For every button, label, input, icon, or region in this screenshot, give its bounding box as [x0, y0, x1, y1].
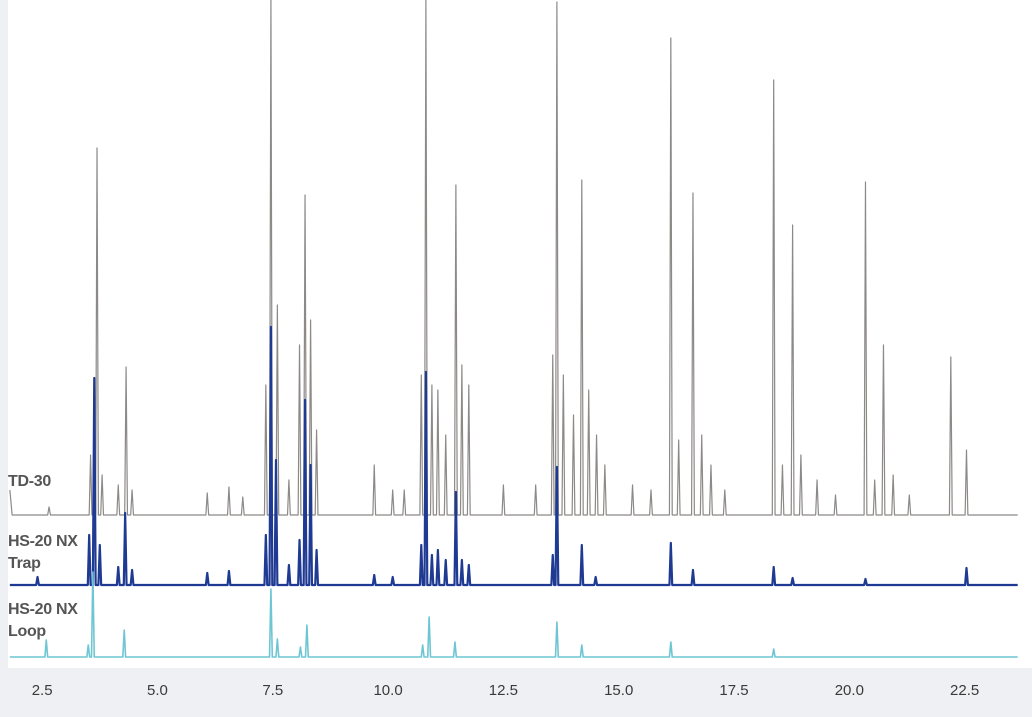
- x-tick-label: 5.0: [147, 682, 168, 699]
- x-tick-label: 12.5: [489, 682, 518, 699]
- x-tick-label: 17.5: [719, 682, 748, 699]
- x-tick-label: 22.5: [950, 682, 979, 699]
- series-label: TD-30: [8, 473, 51, 490]
- trace-line: [9, 0, 1018, 516]
- trace-line: [9, 571, 1018, 658]
- plot-area: [8, 0, 1032, 668]
- trace-line: [9, 325, 1018, 587]
- x-tick-label: 7.5: [262, 682, 283, 699]
- x-tick-label: 2.5: [32, 682, 53, 699]
- series-label: HS-20 NX Trap: [8, 533, 78, 572]
- x-tick-label: 20.0: [835, 682, 864, 699]
- x-tick-label: 10.0: [373, 682, 402, 699]
- series-label: HS-20 NX Loop: [8, 601, 78, 640]
- x-tick-label: 15.0: [604, 682, 633, 699]
